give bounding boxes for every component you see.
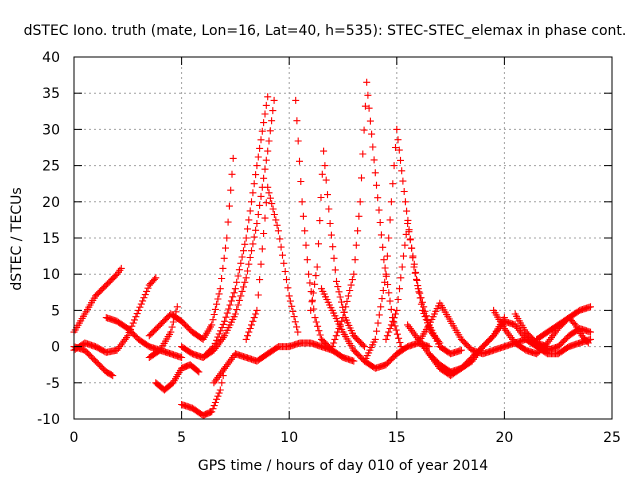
grid-lines <box>74 57 612 419</box>
x-tick-label: 20 <box>495 430 513 446</box>
series-23-points <box>511 310 594 354</box>
series-19-points <box>404 314 508 376</box>
series-12-points <box>210 339 336 387</box>
data-marks <box>70 78 594 419</box>
series-15-points <box>328 78 405 351</box>
series-24-points <box>533 314 592 347</box>
x-tick-label: 25 <box>603 430 621 446</box>
series-13-points <box>292 96 358 365</box>
x-tick-label: 0 <box>70 430 79 446</box>
y-tick-label: 40 <box>42 50 60 66</box>
x-axis-title: GPS time / hours of day 010 of year 2014 <box>198 458 488 474</box>
y-tick-label: 10 <box>42 267 60 283</box>
series-17-points <box>318 285 433 372</box>
y-tick-label: 5 <box>51 303 60 319</box>
y-tick-label: 30 <box>42 122 60 138</box>
series-1-points <box>70 264 125 336</box>
series-10-points <box>199 96 278 361</box>
x-tick-label: 10 <box>280 430 298 446</box>
chart-title: dSTEC Iono. truth (mate, Lon=16, Lat=40,… <box>24 23 627 39</box>
series-14-points <box>307 147 368 351</box>
series-11-points <box>242 183 302 343</box>
x-tick-labels: 0 5 10 15 20 25 <box>70 430 621 446</box>
y-axis-title: dSTEC / TECUs <box>9 187 25 290</box>
y-tick-label: -5 <box>46 376 60 392</box>
y-tick-label: 15 <box>42 231 60 247</box>
y-tick-labels: -10 -5 0 5 10 15 20 25 30 35 40 <box>37 50 60 428</box>
y-tick-label: 35 <box>42 86 60 102</box>
series-6-points <box>152 361 203 394</box>
series-9-points <box>178 93 272 361</box>
axis-ticks <box>73 56 613 420</box>
x-tick-label: 5 <box>177 430 186 446</box>
series-18-points <box>382 220 465 358</box>
x-tick-label: 15 <box>388 430 406 446</box>
y-tick-label: 0 <box>51 340 60 356</box>
series-4-points <box>102 314 186 361</box>
y-tick-label: -10 <box>37 412 60 428</box>
series-7-points <box>178 364 229 419</box>
y-tick-label: 20 <box>42 195 60 211</box>
series-8-points <box>145 154 237 343</box>
y-tick-label: 25 <box>42 159 60 175</box>
